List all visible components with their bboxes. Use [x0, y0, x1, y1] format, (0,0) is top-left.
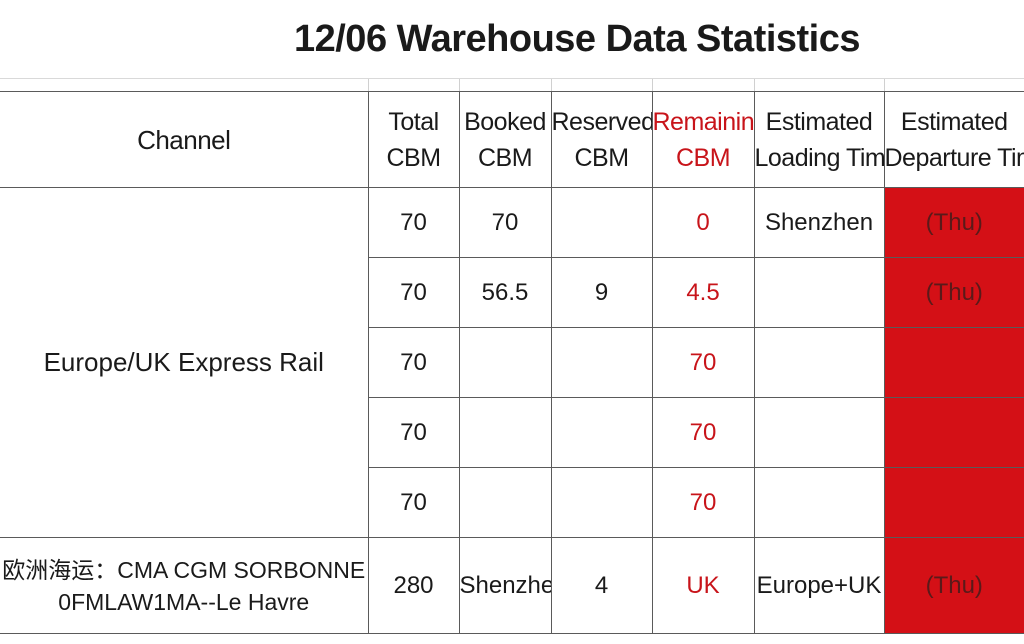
cell-booked [458, 467, 552, 538]
header-loading-line1: Estimated [765, 107, 873, 136]
header-loading-time: Estimated Loading Time [753, 91, 885, 188]
page-title: 12/06 Warehouse Data Statistics [293, 17, 861, 60]
cell-departure [883, 397, 1024, 468]
header-loading-line2: Loading Time [754, 143, 884, 172]
header-total-cbm: Total CBM [367, 91, 460, 188]
header-booked-line1: Booked [464, 107, 546, 136]
cell-loading [753, 257, 885, 328]
cell-reserved: 9 [550, 257, 653, 328]
cell-booked: Shenzhen [458, 537, 552, 634]
cell-departure: (Thu) [883, 537, 1024, 634]
table-row: 70 70 [0, 397, 1024, 468]
cell-total: 70 [368, 467, 460, 538]
cell-loading [753, 327, 885, 398]
cell-loading [753, 397, 885, 468]
header-reserved-cbm: Reserved CBM [550, 91, 653, 188]
header-remaining-line1: Remaining [652, 107, 754, 136]
table-row: 70 56.5 9 4.5 (Thu) [0, 257, 1024, 328]
cell-total: 70 [367, 187, 460, 258]
cell-departure: (Thu) [883, 257, 1024, 328]
cell-booked [458, 397, 552, 468]
cell-total: 70 [368, 327, 460, 398]
cell-loading: Europe+UK [753, 537, 885, 634]
cell-reserved [550, 187, 653, 258]
cell-departure [883, 467, 1024, 538]
cell-total: 280 [367, 537, 460, 634]
header-booked-line2: CBM [477, 143, 533, 172]
header-remaining-line2: CBM [675, 143, 731, 172]
header-total-line1: Total [388, 107, 439, 136]
header-remaining-cbm: Remaining CBM [651, 91, 755, 188]
warehouse-table: Channel Total CBM Booked CBM Reserved CB… [0, 91, 1024, 634]
channel-cell-sea: 欧洲海运：CMA CGM SORBONNE 0FMLAW1MA--Le Havr… [0, 537, 369, 634]
cell-booked [458, 327, 552, 398]
header-row: Channel Total CBM Booked CBM Reserved CB… [0, 91, 1024, 188]
cell-reserved [550, 397, 653, 468]
cell-total: 70 [368, 257, 460, 328]
cell-remaining: 70 [651, 467, 755, 538]
cell-departure: (Thu) [883, 187, 1024, 258]
cell-total: 70 [368, 397, 460, 468]
cell-remaining: 0 [651, 187, 755, 258]
cell-remaining: 4.5 [651, 257, 755, 328]
cell-remaining: 70 [651, 397, 755, 468]
channel-sea-line1: 欧洲海运：CMA CGM SORBONNE [2, 556, 366, 583]
cell-departure [883, 327, 1024, 398]
cell-remaining: 70 [651, 327, 755, 398]
header-departure-line2: Departure Time [884, 143, 1024, 172]
cell-loading [753, 467, 885, 538]
cell-reserved [550, 327, 653, 398]
top-divider [0, 78, 1024, 92]
cell-reserved [550, 467, 653, 538]
cell-loading: Shenzhen [753, 187, 885, 258]
header-channel: Channel [0, 91, 369, 188]
header-reserved-line2: CBM [574, 143, 629, 172]
cell-reserved: 4 [550, 537, 653, 634]
cell-remaining: UK [651, 537, 755, 634]
table-row: 70 70 [0, 467, 1024, 538]
table-row: 欧洲海运：CMA CGM SORBONNE 0FMLAW1MA--Le Havr… [0, 537, 1024, 634]
channel-cell-rail: Europe/UK Express Rail [0, 187, 369, 538]
header-total-line2: CBM [386, 143, 441, 172]
header-booked-cbm: Booked CBM [458, 91, 552, 188]
header-reserved-line1: Reserved [551, 107, 652, 136]
table-row: Europe/UK Express Rail 70 70 0 Shenzhen … [0, 187, 1024, 538]
header-departure-time: Estimated Departure Time [883, 91, 1024, 188]
cell-booked: 70 [458, 187, 552, 258]
cell-booked: 56.5 [458, 257, 552, 328]
table-row: 70 70 [0, 327, 1024, 398]
channel-sea-line2: 0FMLAW1MA--Le Havre [58, 588, 310, 615]
header-departure-line1: Estimated [900, 107, 1008, 136]
